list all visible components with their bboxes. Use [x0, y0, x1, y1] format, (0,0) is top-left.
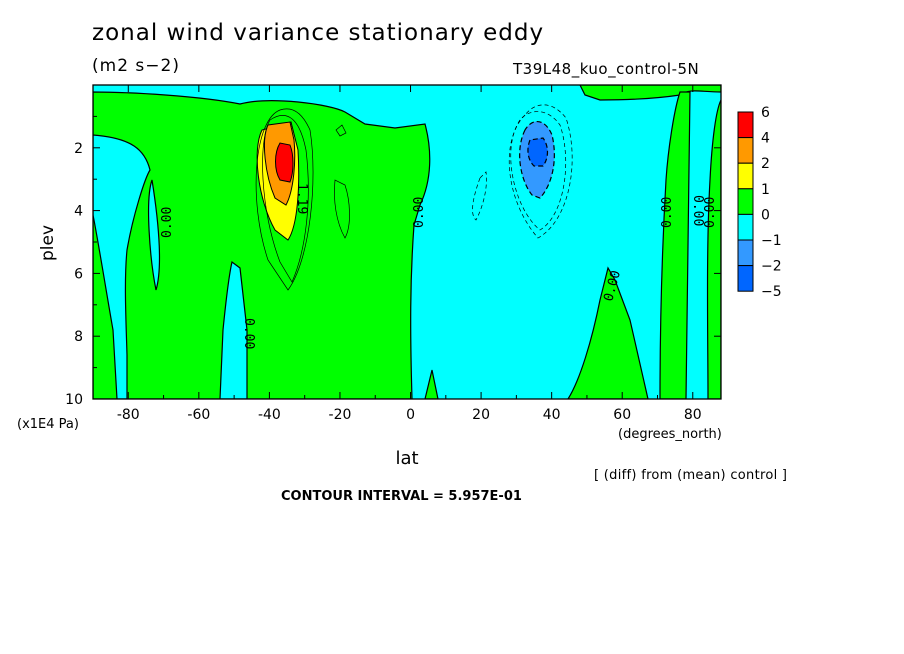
y-tick-label: 2 [74, 141, 83, 157]
field-negative-patch-west [93, 134, 151, 399]
field-contour-thin-3 [334, 179, 350, 239]
x-axis: -80 -60 -40 -20 0 20 40 60 80 [117, 85, 702, 423]
field-contour-thin-4 [335, 124, 347, 137]
contour-label: 0.00 [241, 318, 256, 349]
contour-interval: CONTOUR INTERVAL = 5.957E-01 [281, 489, 522, 504]
chart-units: (m2 s−2) [92, 56, 180, 76]
field-negative-patch-central [219, 260, 248, 399]
field-positive-west [93, 91, 431, 399]
colorbar-swatch [737, 239, 754, 267]
x-tick-label: -60 [187, 407, 210, 423]
field-contour-thin-1 [262, 115, 309, 283]
field-contour-thin-2 [255, 108, 314, 291]
colorbar-label: −1 [761, 233, 782, 249]
colorbar-swatch [737, 137, 754, 164]
contour-label: 0.00 [160, 207, 175, 238]
y-axis: 2 4 6 8 10 [65, 115, 721, 408]
x-tick-label: 0 [406, 407, 415, 423]
field-contour-dashed-2 [509, 104, 573, 239]
field-level-4 [275, 142, 294, 183]
contour-label: 1.19 [294, 183, 309, 214]
x-tick-label: -80 [117, 407, 140, 423]
colorbar-label: 4 [761, 131, 770, 147]
plot-field [93, 85, 721, 399]
colorbar-swatch [737, 162, 754, 190]
field-positive-spike [424, 369, 439, 399]
x-tick-label: -20 [329, 407, 352, 423]
contour-label: 0.00 [690, 195, 705, 226]
x-axis-units: (degrees_north) [618, 427, 722, 442]
colorbar-swatch [737, 111, 754, 139]
field-negative-patch-mid [147, 179, 161, 291]
y-tick-label: 6 [74, 266, 83, 282]
field-positive-strip-88 [706, 99, 721, 399]
x-tick-label: 60 [613, 407, 631, 423]
contour-labels: 0.00 0.00 0.00 0.00 0.00 0.00 0.00 1.19 [160, 183, 718, 349]
contour-label: 0.00 [412, 197, 427, 228]
difference-note: [ (diff) from (mean) control ] [594, 468, 788, 483]
colorbar-label: 1 [761, 182, 770, 198]
x-tick-label: 80 [684, 407, 702, 423]
chart-title: zonal wind variance stationary eddy [92, 20, 545, 46]
x-axis-label: lat [395, 448, 418, 469]
colorbar-label: 6 [761, 105, 770, 121]
colorbar: 6 4 2 1 0 −1 −2 −5 [737, 105, 782, 300]
x-tick-label: 20 [472, 407, 490, 423]
colorbar-swatch [737, 188, 754, 215]
contour-label: 0.00 [660, 197, 675, 228]
field-positive-strip-60 [567, 266, 649, 399]
y-tick-label: 4 [74, 204, 83, 220]
colorbar-label: −5 [761, 284, 782, 300]
field-positive-strip-75 [659, 91, 691, 399]
field-contour-dashed-3 [472, 171, 487, 221]
colorbar-swatch [737, 213, 754, 241]
colorbar-label: 2 [761, 156, 770, 172]
colorbar-label: 0 [761, 207, 770, 223]
y-axis-label: plev [38, 225, 58, 261]
x-tick-label: 40 [543, 407, 561, 423]
y-axis-units: (x1E4 Pa) [17, 417, 79, 432]
run-name: T39L48_kuo_control-5N [513, 60, 700, 78]
contour-label: 0.00 [703, 197, 718, 228]
x-tick-label: -40 [258, 407, 281, 423]
colorbar-label: −2 [761, 259, 782, 275]
colorbar-swatch [737, 265, 754, 292]
field-negative-level-5 [527, 137, 549, 167]
y-tick-label: 8 [74, 329, 83, 345]
y-tick-label: 10 [65, 392, 83, 408]
